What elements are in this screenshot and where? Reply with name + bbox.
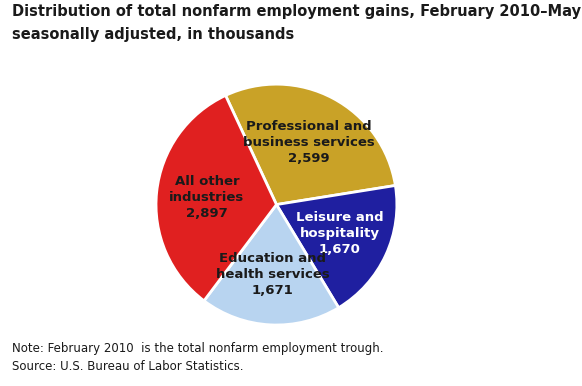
- Wedge shape: [204, 205, 339, 325]
- Wedge shape: [226, 84, 395, 205]
- Text: seasonally adjusted, in thousands: seasonally adjusted, in thousands: [12, 27, 294, 42]
- Text: Note: February 2010  is the total nonfarm employment trough.
Source: U.S. Bureau: Note: February 2010 is the total nonfarm…: [12, 342, 383, 372]
- Text: Education and
health services
1,671: Education and health services 1,671: [216, 252, 330, 297]
- Text: Distribution of total nonfarm employment gains, February 2010–May 2014,: Distribution of total nonfarm employment…: [12, 4, 582, 19]
- Wedge shape: [276, 186, 397, 308]
- Text: All other
industries
2,897: All other industries 2,897: [169, 175, 244, 220]
- Wedge shape: [156, 95, 276, 301]
- Text: Professional and
business services
2,599: Professional and business services 2,599: [243, 120, 375, 165]
- Text: Leisure and
hospitality
1,670: Leisure and hospitality 1,670: [296, 212, 384, 256]
